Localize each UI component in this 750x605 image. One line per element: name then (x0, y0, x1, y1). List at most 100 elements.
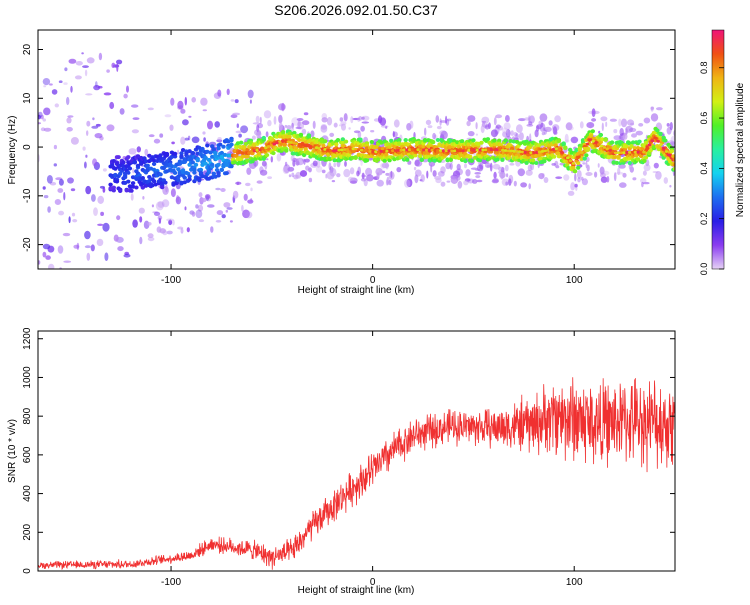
spectrogram-noise-blob (358, 116, 363, 121)
spectrogram-ridge-cell (600, 137, 605, 142)
spectrogram-ridge-cell (118, 171, 123, 176)
spectrogram-noise-blob (257, 123, 263, 129)
spectrogram-ridge-cell (160, 185, 165, 190)
spectrogram-noise-blob (98, 52, 103, 61)
spectrogram-noise-blob (261, 160, 267, 167)
spectrogram-noise-blob (385, 126, 388, 129)
spectrogram-ridge-cell (261, 135, 266, 140)
spectrogram-noise-blob (126, 85, 129, 93)
spectrogram-noise-blob (456, 163, 461, 171)
spectrogram-ridge-peak (571, 162, 576, 165)
spectrogram-ridge-cell (145, 163, 150, 168)
spectrogram-noise-blob (503, 122, 511, 130)
spectrogram-noise-blob (104, 252, 109, 261)
spectrogram-ridge-peak (501, 148, 505, 152)
spectrogram-ridge-cell (137, 173, 142, 178)
spectrogram-ridge-cell (179, 151, 184, 156)
x-tick-label: -100 (161, 275, 181, 286)
spectrogram-ridge-cell (661, 155, 666, 160)
spectrogram-ridge-peak (396, 149, 401, 152)
spectrogram-noise-blob (404, 179, 411, 188)
spectrogram-noise-blob (68, 216, 71, 224)
spectrogram-ridge-peak (249, 149, 254, 153)
spectrogram-noise-blob (64, 271, 67, 278)
spectrogram-noise-blob (513, 180, 517, 187)
spectrogram-noise-blob (197, 204, 204, 212)
spectrogram-ridge-cell (219, 154, 224, 159)
spectrogram-noise-blob (617, 167, 621, 176)
spectrogram-ridge-peak (264, 146, 268, 150)
spectrogram-noise-blob (426, 170, 429, 179)
spectrogram-ridge-cell (210, 162, 215, 167)
spectrogram-noise-blob (225, 209, 228, 213)
spectrogram-noise-blob (162, 230, 168, 236)
spectrogram-ridge-cell (663, 138, 668, 143)
spectrogram-noise-blob (567, 190, 575, 196)
spectrogram-noise-blob (180, 108, 186, 114)
spectrogram-x-axis: -100 0 100 (161, 30, 583, 286)
spectrogram-ridge-peak (467, 149, 471, 152)
spectrogram-noise-blob (509, 163, 515, 166)
spectrogram-ridge-cell (576, 165, 581, 170)
spectrogram-noise-blob (92, 158, 98, 167)
x-tick-label: 100 (566, 275, 583, 286)
spectrogram-noise-blob (63, 192, 66, 201)
spectrogram-ridge-peak (582, 146, 587, 150)
spectrogram-noise-blob (455, 175, 461, 181)
spectrogram-noise-blob (360, 178, 367, 182)
spectrogram-noise-blob (49, 83, 53, 86)
spectrogram-ridge-peak (661, 146, 666, 150)
spectrogram-ridge-cell (172, 170, 178, 175)
spectrogram-ridge-peak (407, 148, 412, 152)
spectrogram-noise-blob (147, 233, 154, 239)
spectrogram-noise-blob (81, 276, 89, 284)
spectrogram-ridge-peak (633, 150, 638, 154)
spectrogram-noise-blob (489, 162, 493, 172)
spectrogram-ridge-cell (672, 157, 675, 162)
spectrogram-noise-blob (466, 120, 471, 127)
spectrogram-ridge-peak (402, 148, 406, 152)
spectrogram-noise-blob (38, 114, 42, 120)
spectrogram-noise-blob (207, 120, 213, 130)
spectrogram-ridge-cell (571, 165, 576, 170)
spectrogram-ridge-cell (135, 154, 141, 159)
spectrogram-ridge-cell (147, 153, 152, 158)
spectrogram-noise-blob (96, 238, 104, 247)
spectrogram-noise-blob (505, 115, 510, 122)
spectrogram-ridge-cell (469, 158, 474, 163)
spectrogram-ridge-cell (556, 138, 562, 143)
spectrogram-ridge-cell (295, 134, 300, 139)
spectrogram-noise-blob (270, 156, 273, 163)
spectrogram-noise-blob (148, 134, 155, 138)
spectrogram-noise-blob (344, 160, 347, 167)
spectrogram-noise-blob (221, 214, 226, 219)
spectrogram-ridge-cell (158, 153, 163, 158)
spectrogram-ridge-cell (497, 138, 502, 143)
spectrogram-ridge-peak (328, 149, 333, 153)
spectrogram-noise-blob (564, 133, 569, 143)
spectrogram-noise-blob (504, 164, 509, 172)
spectrogram-ridge-cell (301, 153, 307, 158)
spectrogram-noise-blob (413, 166, 417, 171)
y-tick-label: 10 (22, 92, 33, 104)
spectrogram-ridge-cell (384, 152, 389, 157)
spectrogram-noise-blob (296, 118, 304, 121)
spectrogram-noise-blob (427, 125, 433, 129)
spectrogram-noise-blob (640, 178, 647, 184)
spectrogram-ridge-cell (216, 173, 221, 178)
spectrogram-ridge-peak (340, 148, 344, 152)
spectrogram-noise-blob (81, 283, 88, 287)
spectrogram-ridge-peak (309, 145, 313, 148)
spectrogram-noise-blob (481, 116, 490, 125)
spectrogram-noise-blob (155, 201, 164, 211)
spectrogram-ridge-peak (512, 149, 516, 153)
spectrogram-ridge-peak (653, 136, 657, 140)
spectrogram-ridge-cell (308, 138, 313, 143)
spectrogram-noise-blob (123, 253, 131, 258)
spectrogram-ridge-peak (365, 149, 370, 153)
spectrogram-noise-blob (565, 139, 570, 143)
spectrogram-noise-blob (186, 227, 190, 233)
spectrogram-ridge-peak (574, 159, 578, 163)
spectrogram-noise-blob (620, 118, 628, 128)
